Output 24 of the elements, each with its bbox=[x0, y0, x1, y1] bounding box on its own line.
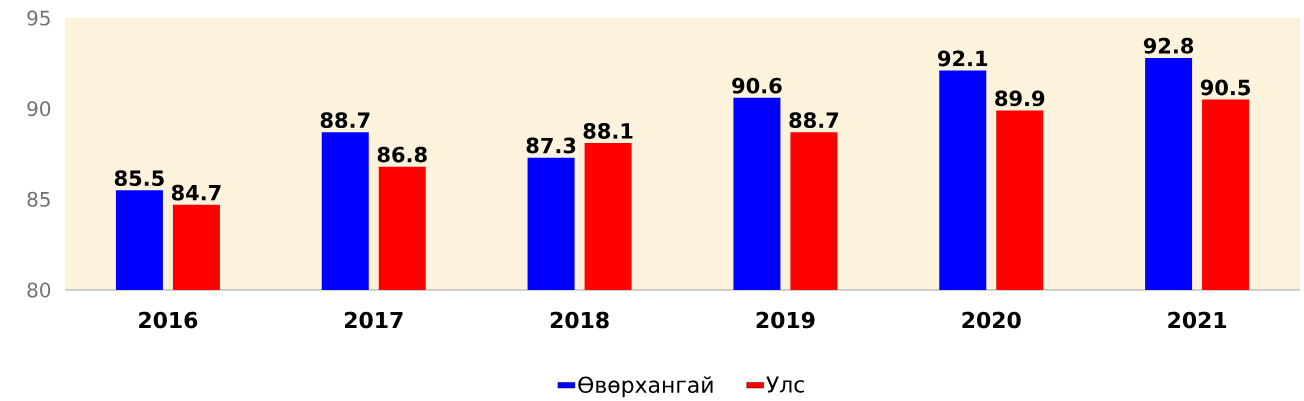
x-tick-label: 2020 bbox=[962, 311, 1021, 329]
data-label: 92.8 bbox=[1143, 37, 1194, 54]
legend-label: Улс bbox=[766, 376, 804, 393]
data-label: 90.6 bbox=[732, 77, 782, 94]
x-tick-label: 2018 bbox=[550, 311, 609, 329]
data-label: 89.9 bbox=[995, 90, 1045, 107]
data-label: 88.7 bbox=[789, 112, 839, 129]
y-tick-label: 80 bbox=[27, 282, 51, 298]
x-tick-label: 2019 bbox=[756, 311, 815, 329]
data-label: 88.7 bbox=[320, 112, 370, 129]
data-label: 87.3 bbox=[526, 137, 576, 154]
data-label: 85.5 bbox=[114, 170, 164, 187]
data-label: 92.1 bbox=[938, 50, 988, 67]
x-tick-label: 2016 bbox=[139, 311, 198, 329]
y-tick-label: 90 bbox=[27, 101, 51, 117]
x-tick-label: 2017 bbox=[344, 311, 403, 329]
y-tick-label: 85 bbox=[27, 191, 50, 207]
y-tick-label: 95 bbox=[27, 10, 50, 26]
legend-label: Өвөрхангай bbox=[578, 376, 713, 398]
data-label: 90.5 bbox=[1200, 79, 1250, 96]
data-label: 88.1 bbox=[583, 123, 633, 139]
data-label: 86.8 bbox=[377, 146, 427, 163]
x-tick-label: 2021 bbox=[1168, 311, 1227, 329]
data-label: 84.7 bbox=[171, 184, 221, 201]
